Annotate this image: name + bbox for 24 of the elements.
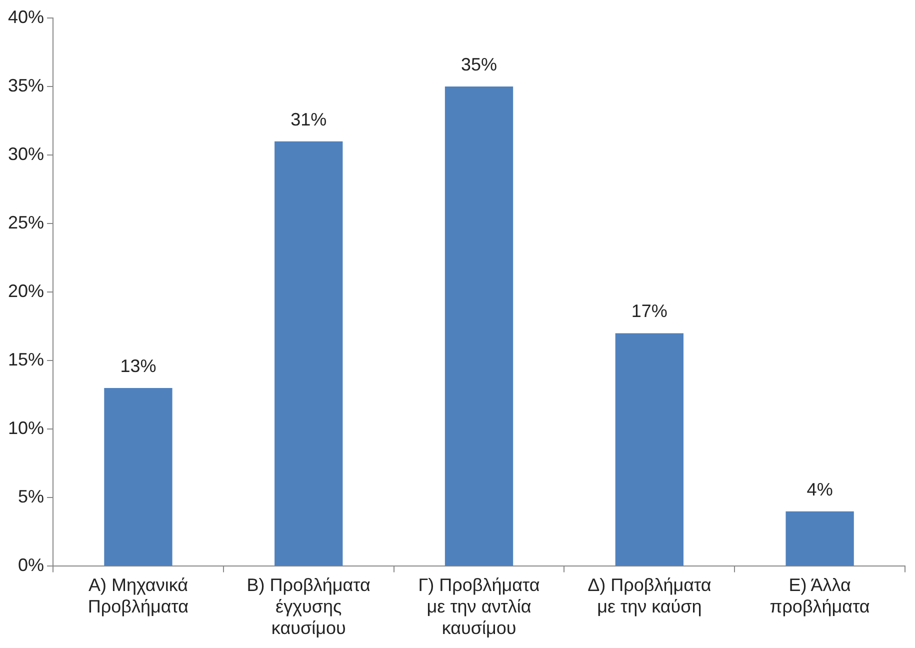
x-tick-label: Α) Μηχανικά Προβλήματα [88,574,189,617]
y-tick-label: 20% [8,281,44,302]
x-tick-label: Β) Προβλήματα έγχυσης καυσίμου [246,574,370,638]
y-tick-label: 5% [18,486,44,507]
bar [104,388,172,566]
bar [786,511,854,566]
data-label: 31% [290,109,327,130]
y-tick-label: 25% [8,212,44,233]
y-tick-label: 15% [8,350,44,370]
x-tick-label: Ε) Άλλα προβλήματα [770,574,870,617]
data-label: 13% [120,356,156,376]
x-tick-label: Γ) Προβλήματα με την αντλία καυσίμου [418,574,540,638]
bar [274,141,343,566]
data-label: 17% [631,301,668,322]
y-tick-label: 0% [18,555,44,576]
y-tick-label: 10% [8,418,44,438]
x-tick-label: Δ) Προβλήματα με την καύση [588,574,712,617]
y-tick-label: 35% [8,75,44,96]
y-tick-label: 30% [8,144,44,164]
y-tick-label: 40% [8,6,44,27]
bar [444,86,514,566]
data-label: 4% [806,479,833,500]
bar [615,333,684,566]
data-label: 35% [461,54,498,74]
